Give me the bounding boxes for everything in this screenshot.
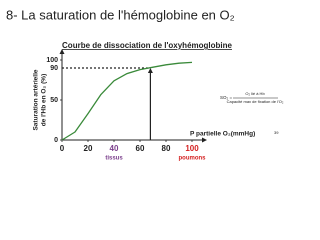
y-tick-label: 50 [50,97,58,104]
y-tick-label: 0 [54,137,58,144]
x-axis-arrow [202,137,207,143]
x-tick-label: 0 [60,144,65,153]
x-tick-label: 100 [185,144,199,153]
chart-title: Courbe de dissociation de l'oxyhémoglobi… [62,41,232,50]
reference-arrow-head [147,68,153,73]
formula-denominator: Capacité max de fixation de l'O₂ [227,99,284,104]
slide: 8- La saturation de l'hémoglobine en O₂ … [0,0,302,170]
formula-numerator: O₂ lié à Hb [245,91,265,96]
slide-title: 8- La saturation de l'hémoglobine en O₂ [6,7,235,22]
x-tick-label: 20 [84,144,93,153]
annotation: tissus [105,156,123,162]
page-number: 39 [274,130,279,135]
formula-lhs: SO₂ = [220,95,232,100]
y-axis-label: de l'Hb en O₂ (%) [41,74,48,126]
annotation: poumons [179,156,207,162]
y-axis-label: Saturation artérielle [33,69,40,130]
y-axis-arrow [59,49,65,54]
x-tick-label: 60 [136,144,145,153]
x-axis-label: P partielle O₂(mmHg) [190,131,255,138]
curve [61,61,193,141]
background [0,0,302,170]
x-tick-label: 40 [110,144,119,153]
x-tick-label: 80 [162,144,171,153]
y-tick-label: 100 [46,57,58,64]
reference-label: 90 [50,65,58,72]
